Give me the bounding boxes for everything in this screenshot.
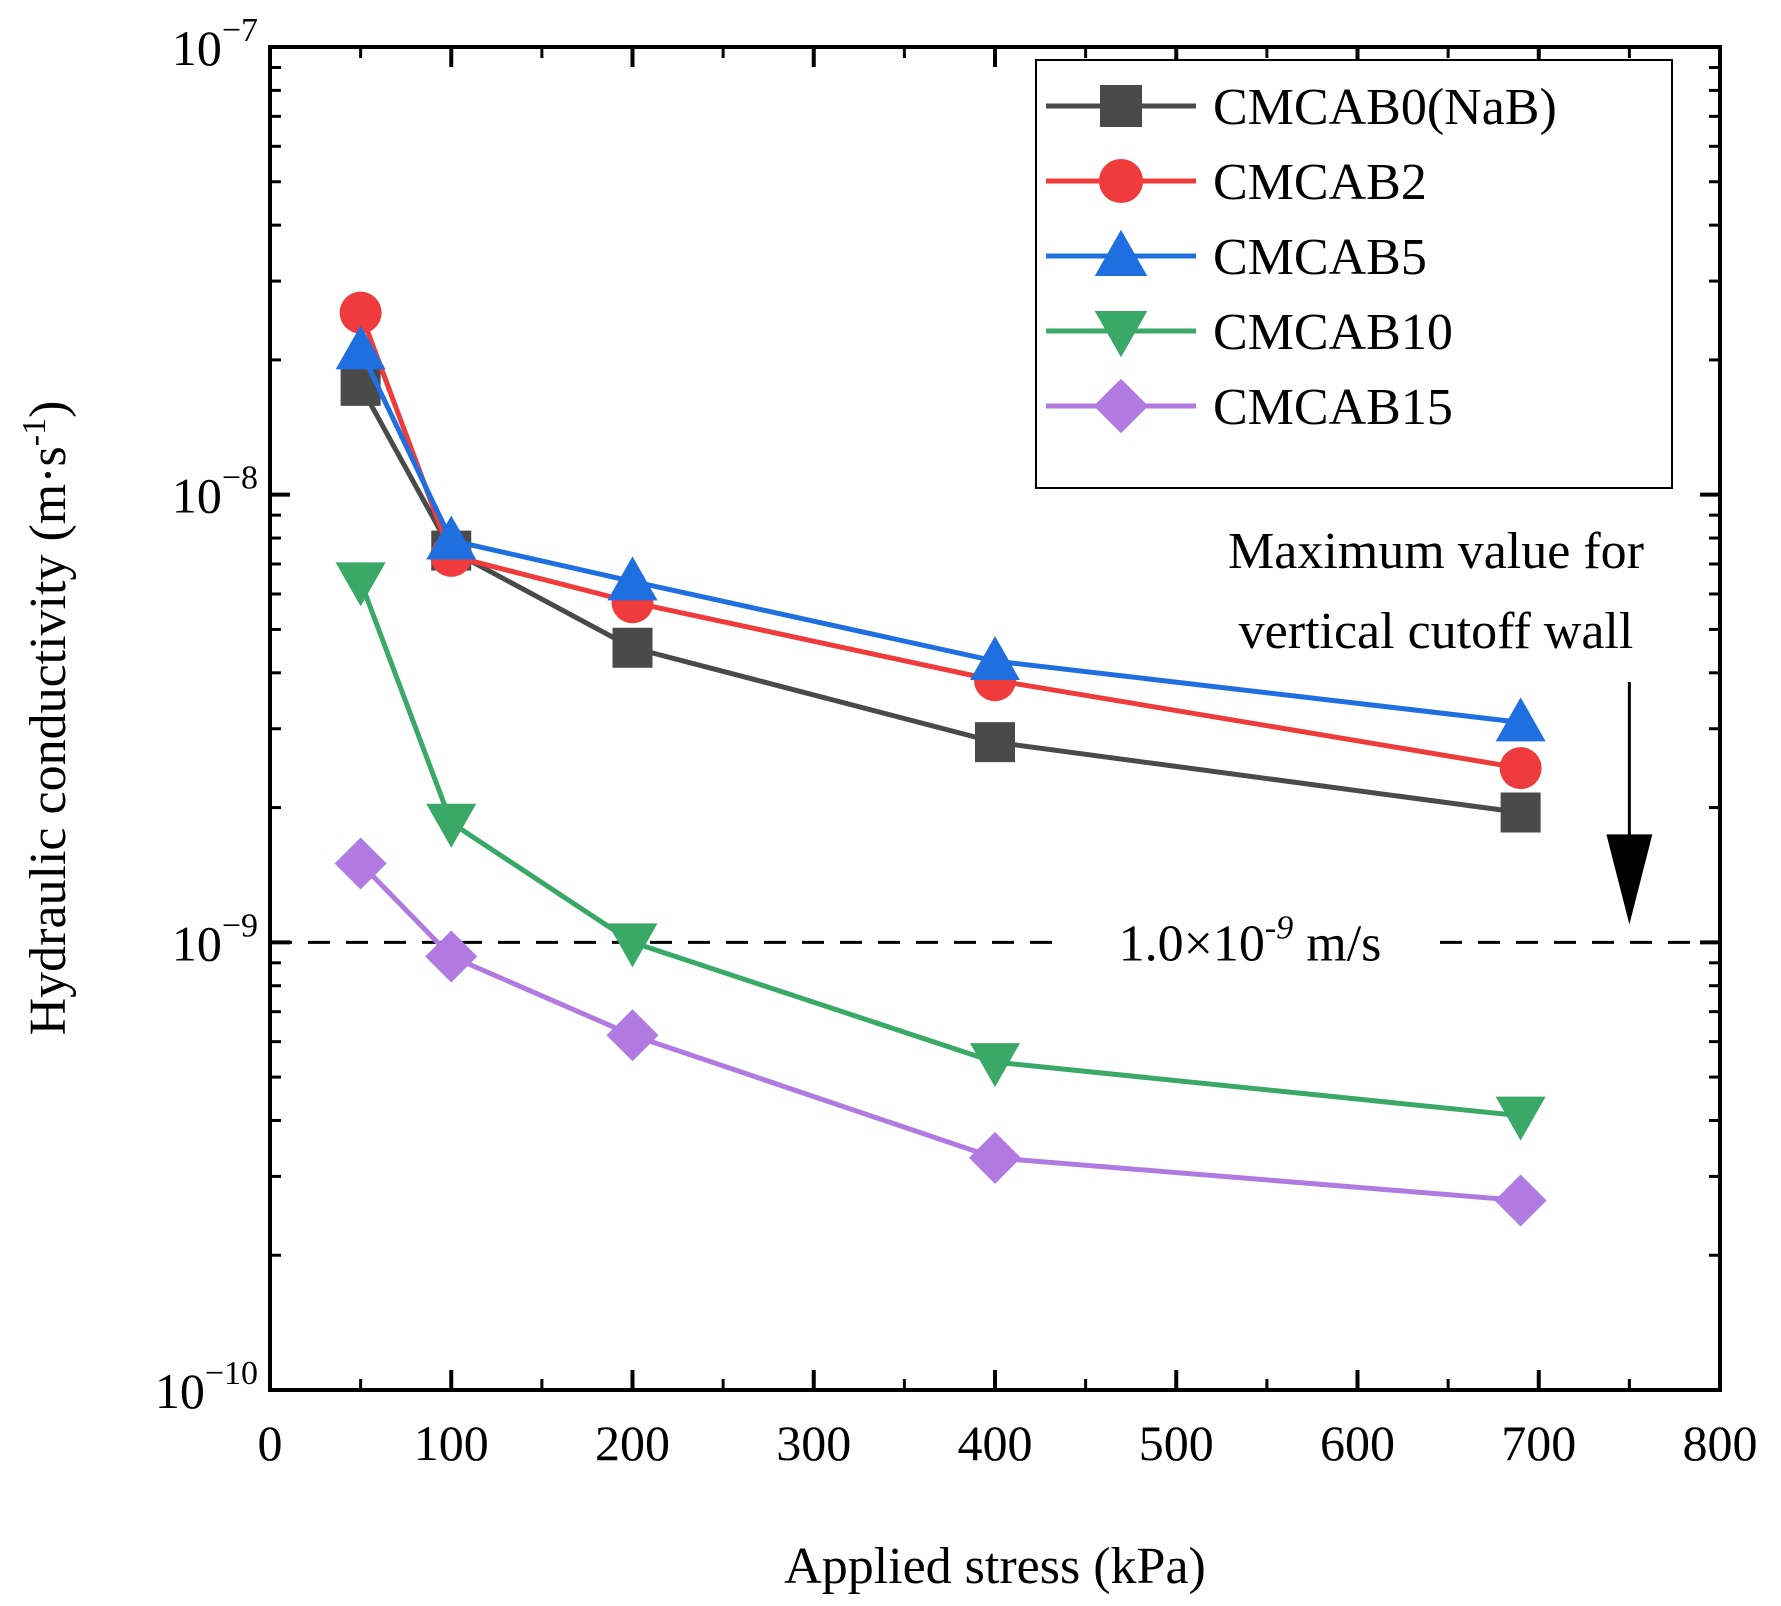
data-point [969,1131,1021,1184]
legend: CMCAB0(NaB) CMCAB2 CMCAB5 CMCAB10 CMCAB15 [1035,59,1673,489]
x-tick-label: 600 [1320,1415,1395,1471]
data-point [339,291,382,334]
arrow-head [1606,834,1653,925]
series-line [358,861,1521,1204]
y-tick-label: 10−9 [172,907,258,971]
legend-marker [1094,229,1148,276]
y-tick-label: 10−8 [172,460,258,524]
data-point [606,1009,659,1062]
data-point [426,803,477,848]
max-value-annotation-line1: Maximum value for [1228,523,1644,580]
legend-marker [1094,311,1148,358]
series-line [358,580,1521,1119]
x-tick-label: 500 [1139,1415,1214,1471]
data-point [335,325,386,370]
legend-item: CMCAB10 [1046,304,1453,361]
data-point [1494,1174,1547,1227]
data-point [970,636,1020,681]
reference-line-group: 1.0×10-9 m/s [270,909,1720,972]
legend-marker [1098,158,1144,204]
legend-item: CMCAB5 [1046,229,1427,286]
data-point [970,1043,1020,1088]
legend-label: CMCAB5 [1213,229,1427,286]
data-point [612,627,653,668]
data-point [607,923,658,968]
data-point [607,556,658,601]
max-value-annotation-line2: vertical cutoff wall [1239,603,1634,660]
data-point [340,365,381,406]
data-point [334,837,387,890]
y-tick-label: 10−10 [155,1355,258,1419]
max-value-arrow [1606,682,1653,925]
x-tick-label: 400 [958,1415,1033,1471]
axis-ticks: 0 100 200 300 400 500 600 700 800 10−10 10−9 10−8 10… [155,12,1758,1471]
y-axis-title: Hydraulic conductivity (m·s-1) [16,401,77,1036]
series-group [334,291,1547,1227]
x-tick-label: 800 [1683,1415,1758,1471]
x-tick-label: 300 [776,1415,851,1471]
data-point [425,930,478,983]
legend-marker [1093,378,1149,434]
legend-label: CMCAB2 [1213,154,1427,211]
legend-item: CMCAB2 [1046,154,1427,211]
series-cmcab10 [335,562,1546,1141]
legend-item: CMCAB0(NaB) [1046,79,1557,136]
x-tick-label: 0 [258,1415,283,1471]
data-point [1500,792,1541,833]
data-point [1495,697,1546,742]
legend-item: CMCAB15 [1046,378,1453,436]
x-tick-label: 100 [414,1415,489,1471]
data-point [975,722,1015,763]
data-point [1499,747,1542,790]
x-axis-title: Applied stress (kPa) [784,1538,1206,1595]
legend-label: CMCAB0(NaB) [1213,79,1557,136]
legend-label: CMCAB15 [1213,379,1453,436]
legend-marker [1100,85,1142,127]
x-tick-label: 700 [1501,1415,1576,1471]
series-cmcab5 [335,325,1546,742]
series-cmcab15 [334,837,1547,1227]
legend-label: CMCAB10 [1213,304,1453,361]
x-tick-label: 200 [595,1415,670,1471]
data-point [1495,1096,1546,1141]
data-point [426,515,477,560]
y-tick-label: 10−7 [172,12,258,76]
data-point [335,562,386,607]
reference-line-label: 1.0×10-9 m/s [1119,909,1382,972]
